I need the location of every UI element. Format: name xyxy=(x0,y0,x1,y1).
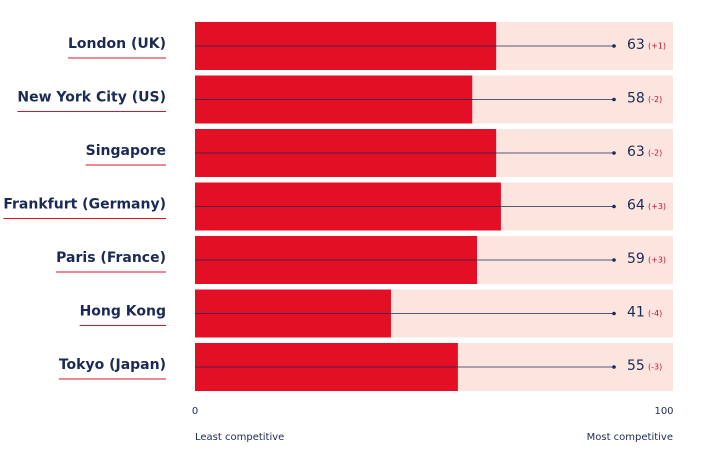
category-label: London (UK) xyxy=(68,36,166,52)
change-label: (+3) xyxy=(648,256,666,265)
bar-guide-dot xyxy=(612,44,616,48)
value-label: 63 xyxy=(627,37,645,53)
value-label: 55 xyxy=(627,358,645,374)
category-label: Hong Kong xyxy=(80,304,166,320)
bar-guide-dot xyxy=(612,151,616,155)
category-label: Tokyo (Japan) xyxy=(59,357,166,373)
change-label: (-2) xyxy=(648,95,662,104)
category-label: New York City (US) xyxy=(17,90,166,106)
category-label: Frankfurt (Germany) xyxy=(3,197,166,213)
value-label: 59 xyxy=(627,251,645,267)
value-label: 63 xyxy=(627,144,645,160)
change-label: (+3) xyxy=(648,202,666,211)
value-label: 64 xyxy=(627,198,645,214)
bar-guide-dot xyxy=(612,97,616,102)
x-tick-label: 100 xyxy=(654,406,673,417)
x-tick-label: 0 xyxy=(192,406,198,417)
change-label: (-2) xyxy=(648,149,662,158)
value-label: 58 xyxy=(627,91,645,107)
value-label: 41 xyxy=(627,305,645,321)
x-axis-label-right: Most competitive xyxy=(587,432,673,443)
bar-guide-dot xyxy=(612,258,616,262)
change-label: (+1) xyxy=(648,42,666,51)
change-label: (-3) xyxy=(648,363,662,372)
bar-guide-dot xyxy=(612,311,616,316)
bar-guide-dot xyxy=(612,365,616,369)
change-label: (-4) xyxy=(648,309,662,318)
x-axis-label-left: Least competitive xyxy=(195,432,284,443)
category-label: Singapore xyxy=(86,143,166,159)
category-label: Paris (France) xyxy=(56,250,166,266)
bar-guide-dot xyxy=(612,204,616,209)
